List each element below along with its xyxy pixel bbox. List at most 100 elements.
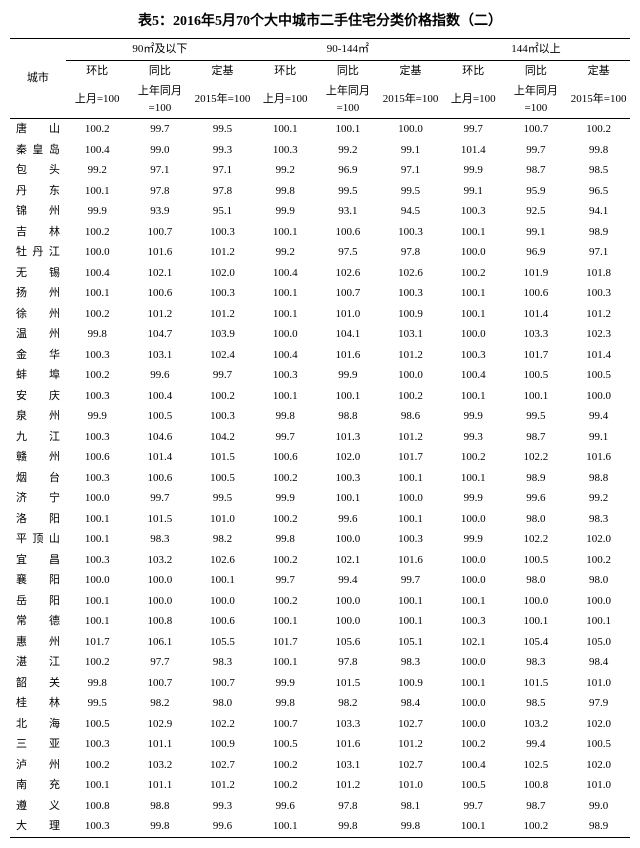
value-cell: 99.3 — [191, 140, 254, 161]
value-cell: 99.4 — [317, 570, 380, 591]
h-mom2: 上月=100 — [254, 81, 317, 119]
value-cell: 100.0 — [317, 611, 380, 632]
value-cell: 100.3 — [66, 386, 129, 407]
table-row: 襄 阳100.0100.0100.199.799.499.7100.098.09… — [10, 570, 630, 591]
value-cell: 100.4 — [66, 263, 129, 284]
value-cell: 100.2 — [505, 816, 568, 837]
value-cell: 100.2 — [442, 263, 505, 284]
table-title: 表5：2016年5月70个大中城市二手住宅分类价格指数（二） — [10, 10, 630, 30]
table-row: 徐 州100.2101.2101.2100.1101.0100.9100.110… — [10, 304, 630, 325]
h-base2: 2015年=100 — [379, 81, 442, 119]
value-cell: 100.1 — [379, 509, 442, 530]
value-cell: 98.2 — [129, 693, 192, 714]
value-cell: 100.1 — [505, 386, 568, 407]
h-yoy: 同比 — [129, 60, 192, 81]
h-base2: 2015年=100 — [567, 81, 630, 119]
value-cell: 97.1 — [567, 242, 630, 263]
value-cell: 100.4 — [254, 345, 317, 366]
value-cell: 100.5 — [442, 775, 505, 796]
value-cell: 99.8 — [254, 529, 317, 550]
value-cell: 98.7 — [505, 796, 568, 817]
value-cell: 101.6 — [317, 345, 380, 366]
header-group2: 90-144㎡ — [254, 39, 442, 61]
value-cell: 100.6 — [66, 447, 129, 468]
value-cell: 100.0 — [567, 591, 630, 612]
value-cell: 104.1 — [317, 324, 380, 345]
value-cell: 103.3 — [505, 324, 568, 345]
value-cell: 100.5 — [191, 468, 254, 489]
value-cell: 100.2 — [442, 447, 505, 468]
value-cell: 99.9 — [66, 406, 129, 427]
value-cell: 100.0 — [191, 591, 254, 612]
h-mom2: 上月=100 — [442, 81, 505, 119]
value-cell: 100.2 — [66, 304, 129, 325]
value-cell: 99.6 — [505, 488, 568, 509]
value-cell: 99.7 — [129, 488, 192, 509]
value-cell: 101.8 — [567, 263, 630, 284]
value-cell: 102.1 — [129, 263, 192, 284]
value-cell: 101.2 — [567, 304, 630, 325]
value-cell: 102.7 — [379, 755, 442, 776]
value-cell: 100.0 — [317, 529, 380, 550]
value-cell: 100.1 — [317, 386, 380, 407]
city-cell: 蚌 埠 — [10, 365, 66, 386]
table-row: 牡 丹 江100.0101.6101.299.297.597.8100.096.… — [10, 242, 630, 263]
value-cell: 99.9 — [254, 201, 317, 222]
value-cell: 99.8 — [254, 693, 317, 714]
value-cell: 101.0 — [567, 775, 630, 796]
value-cell: 98.7 — [505, 160, 568, 181]
value-cell: 100.1 — [442, 283, 505, 304]
value-cell: 100.8 — [505, 775, 568, 796]
value-cell: 100.1 — [66, 611, 129, 632]
value-cell: 100.7 — [317, 283, 380, 304]
value-cell: 98.4 — [379, 693, 442, 714]
value-cell: 99.1 — [567, 427, 630, 448]
table-row: 吉 林100.2100.7100.3100.1100.6100.3100.199… — [10, 222, 630, 243]
value-cell: 100.5 — [505, 550, 568, 571]
city-cell: 安 庆 — [10, 386, 66, 407]
value-cell: 100.3 — [191, 283, 254, 304]
value-cell: 100.7 — [505, 119, 568, 140]
table-row: 九 江100.3104.6104.299.7101.3101.299.398.7… — [10, 427, 630, 448]
value-cell: 100.1 — [66, 509, 129, 530]
city-cell: 丹 东 — [10, 181, 66, 202]
value-cell: 102.2 — [505, 529, 568, 550]
city-cell: 无 锡 — [10, 263, 66, 284]
value-cell: 100.2 — [442, 734, 505, 755]
value-cell: 99.0 — [129, 140, 192, 161]
value-cell: 103.1 — [317, 755, 380, 776]
value-cell: 102.6 — [379, 263, 442, 284]
table-row: 大 理100.399.899.6100.199.899.8100.1100.29… — [10, 816, 630, 837]
value-cell: 100.1 — [66, 591, 129, 612]
h-mom: 环比 — [66, 60, 129, 81]
value-cell: 98.8 — [567, 468, 630, 489]
city-cell: 襄 阳 — [10, 570, 66, 591]
city-cell: 常 德 — [10, 611, 66, 632]
value-cell: 100.1 — [254, 119, 317, 140]
value-cell: 103.3 — [317, 714, 380, 735]
table-row: 包 头99.297.197.199.296.997.199.998.798.5 — [10, 160, 630, 181]
city-cell: 金 华 — [10, 345, 66, 366]
value-cell: 101.7 — [379, 447, 442, 468]
value-cell: 99.7 — [254, 427, 317, 448]
value-cell: 105.5 — [191, 632, 254, 653]
value-cell: 100.1 — [442, 386, 505, 407]
value-cell: 102.4 — [191, 345, 254, 366]
value-cell: 97.1 — [379, 160, 442, 181]
value-cell: 98.3 — [379, 652, 442, 673]
value-cell: 99.9 — [442, 406, 505, 427]
value-cell: 100.1 — [379, 468, 442, 489]
value-cell: 102.7 — [379, 714, 442, 735]
value-cell: 99.4 — [567, 406, 630, 427]
value-cell: 98.3 — [129, 529, 192, 550]
value-cell: 100.1 — [66, 529, 129, 550]
value-cell: 99.3 — [191, 796, 254, 817]
value-cell: 100.2 — [66, 365, 129, 386]
value-cell: 94.5 — [379, 201, 442, 222]
value-cell: 98.5 — [567, 160, 630, 181]
header-city: 城市 — [10, 39, 66, 119]
value-cell: 99.9 — [254, 488, 317, 509]
value-cell: 101.2 — [191, 242, 254, 263]
value-cell: 98.4 — [567, 652, 630, 673]
value-cell: 99.4 — [505, 734, 568, 755]
